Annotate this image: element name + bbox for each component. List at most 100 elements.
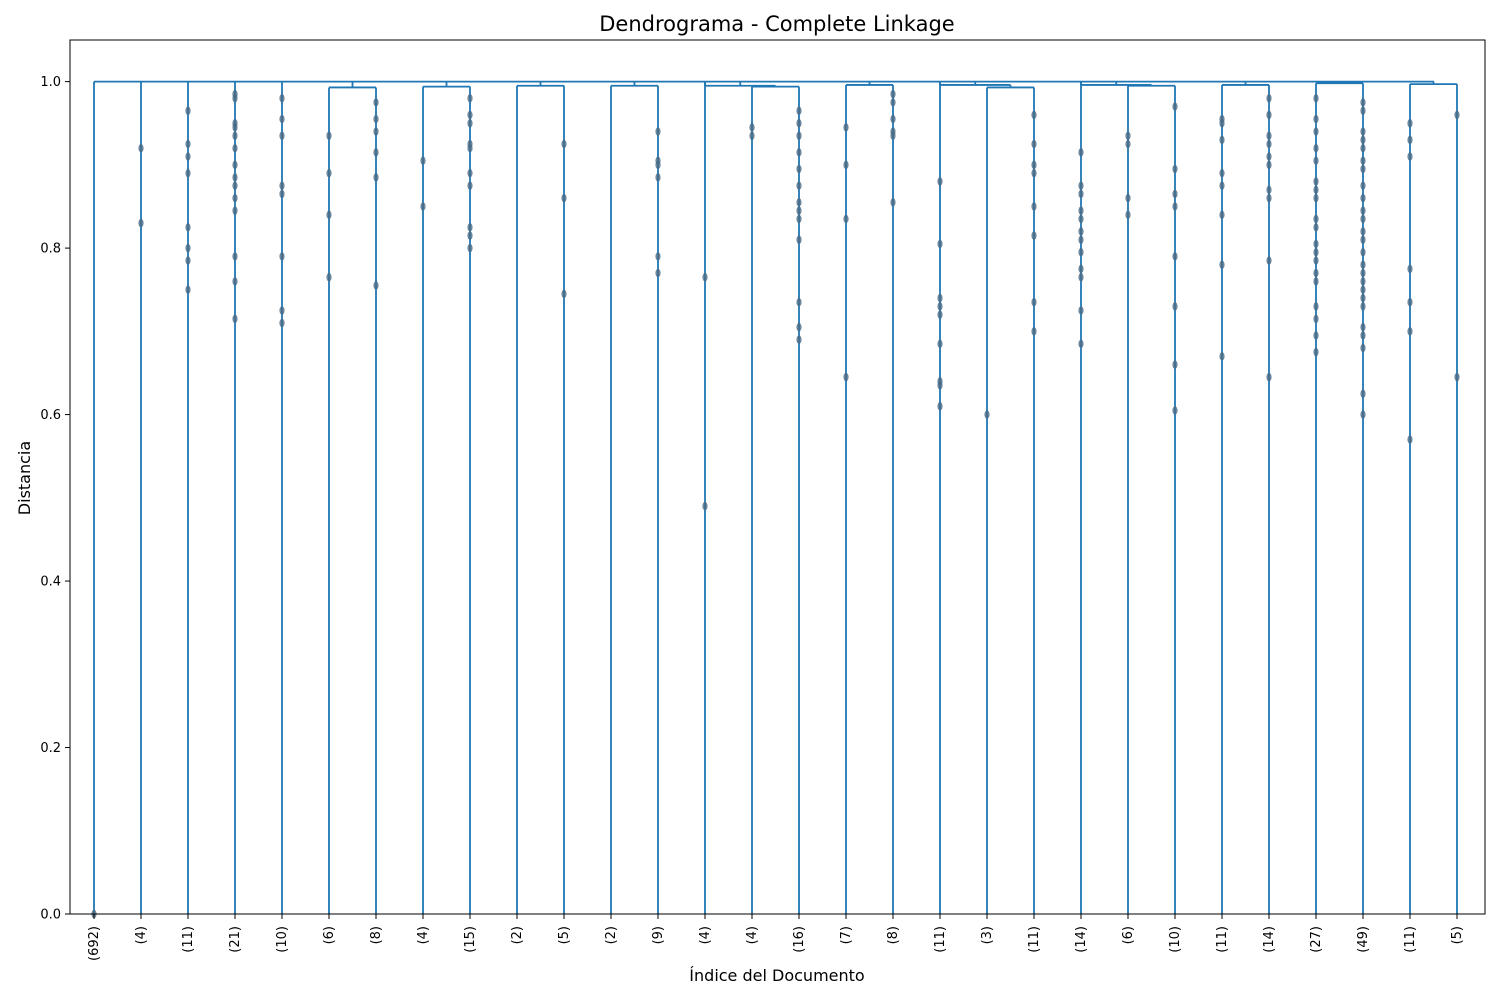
node-marker [796, 298, 802, 307]
node-marker [1360, 331, 1366, 340]
node-marker [796, 322, 802, 332]
node-marker [326, 273, 332, 282]
node-marker [796, 214, 802, 224]
node-marker [1078, 248, 1084, 257]
x-axis: (692) (4) (11) (21) (10) (6) (8) (4) (15) (2) (5) (… [87, 914, 1465, 961]
node-marker [326, 131, 332, 140]
node-marker [1360, 235, 1366, 244]
y-tick-label: 0.8 [40, 242, 61, 257]
node-marker [1454, 110, 1460, 120]
leaf-label: (11) [933, 926, 948, 953]
node-marker [843, 160, 849, 170]
node-marker [232, 206, 238, 215]
node-marker [185, 223, 191, 232]
leaf-label: (4) [745, 926, 760, 944]
node-marker [937, 302, 943, 311]
node-marker [232, 252, 238, 261]
node-marker [1172, 360, 1178, 369]
node-marker [1031, 139, 1037, 149]
node-marker [1031, 231, 1037, 240]
node-marker [1031, 168, 1037, 178]
plot-frame [69, 39, 1486, 915]
node-marker [1031, 202, 1037, 211]
node-marker [1313, 223, 1319, 232]
node-marker [1313, 277, 1319, 286]
node-marker [1266, 110, 1272, 120]
node-marker [232, 131, 238, 140]
node-marker [1313, 156, 1319, 165]
node-marker [1360, 322, 1366, 332]
node-marker [1078, 206, 1084, 215]
node-marker [1219, 168, 1225, 178]
node-marker [655, 173, 661, 182]
y-axis-label: Distancia [15, 441, 34, 515]
node-marker [937, 339, 943, 349]
leaf-label: (5) [1450, 926, 1465, 944]
leaf-label: (6) [322, 926, 337, 944]
node-marker [1219, 119, 1225, 128]
node-marker [796, 106, 802, 115]
node-marker [232, 193, 238, 203]
node-marker [138, 144, 144, 153]
node-marker [1078, 214, 1084, 224]
leaf-label: (14) [1074, 926, 1089, 953]
node-marker [467, 243, 473, 253]
node-marker [796, 206, 802, 215]
node-marker [1172, 189, 1178, 199]
node-marker [655, 268, 661, 278]
node-marker [279, 94, 285, 103]
node-marker [467, 94, 473, 103]
node-marker [1313, 185, 1319, 195]
node-marker [1125, 139, 1131, 149]
node-marker [1313, 268, 1319, 278]
node-marker [796, 148, 802, 157]
node-marker [1407, 135, 1413, 145]
node-marker [1313, 302, 1319, 311]
node-marker [796, 119, 802, 128]
y-tick-label: 0.0 [40, 908, 61, 923]
node-marker [1031, 110, 1037, 120]
node-marker [890, 98, 896, 107]
node-marker [1313, 193, 1319, 203]
node-marker [1360, 135, 1366, 145]
node-marker [279, 318, 285, 328]
node-marker [1266, 152, 1272, 161]
node-marker [279, 131, 285, 140]
node-marker [1078, 339, 1084, 349]
node-marker [1360, 156, 1366, 165]
leaf-label: (2) [604, 926, 619, 944]
leaf-label: (4) [134, 926, 149, 944]
node-marker [1219, 210, 1225, 219]
node-marker [1078, 148, 1084, 157]
node-marker [655, 127, 661, 136]
node-marker [1360, 127, 1366, 136]
node-marker [1219, 352, 1225, 361]
node-marker [1078, 227, 1084, 236]
leaf-label: (10) [1168, 926, 1183, 953]
node-marker [232, 144, 238, 153]
node-marker [232, 181, 238, 190]
node-marker [373, 148, 379, 157]
node-marker [796, 131, 802, 140]
node-marker [702, 501, 708, 511]
y-axis: 0.0 0.2 0.4 0.6 0.8 1.0 [40, 75, 70, 923]
node-marker [749, 131, 755, 140]
leaf-label: (5) [557, 926, 572, 944]
node-marker [326, 210, 332, 219]
node-marker [1360, 293, 1366, 303]
node-marker [1360, 98, 1366, 107]
leaf-label: (49) [1356, 926, 1371, 953]
node-marker [1266, 256, 1272, 265]
node-marker [467, 168, 473, 178]
leaf-label: (11) [1027, 926, 1042, 953]
node-marker [1078, 181, 1084, 190]
node-marker [1219, 181, 1225, 190]
node-marker [467, 110, 473, 120]
node-marker [1313, 144, 1319, 153]
node-marker [1266, 372, 1272, 382]
node-marker [185, 152, 191, 161]
node-marker [1031, 160, 1037, 170]
leaf-label: (21) [228, 926, 243, 953]
node-marker [467, 231, 473, 240]
y-tick-label: 1.0 [40, 75, 61, 90]
